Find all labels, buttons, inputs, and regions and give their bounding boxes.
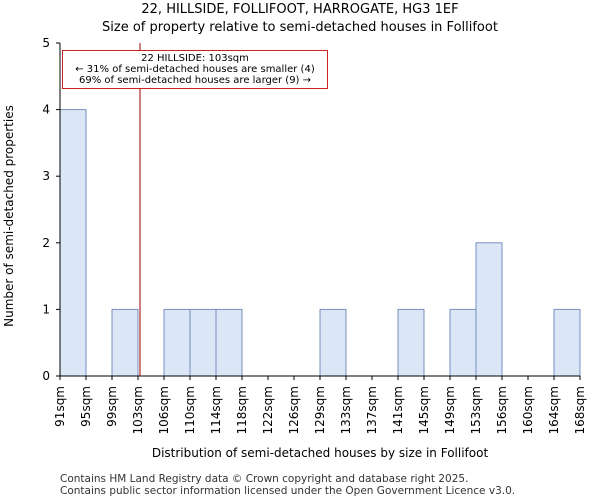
bar-164sqm <box>553 308 581 377</box>
bar-91sqm <box>59 109 87 377</box>
x-tick-label: 95sqm <box>79 386 93 427</box>
x-tick-label: 156sqm <box>495 386 509 434</box>
x-tick-label: 99sqm <box>105 386 119 427</box>
chart-subtitle: Size of property relative to semi-detach… <box>102 20 498 35</box>
bar-149sqm <box>449 308 477 377</box>
x-tick-label: 168sqm <box>573 386 587 434</box>
x-tick-label: 106sqm <box>157 386 171 434</box>
y-tick-label: 4 <box>42 103 50 117</box>
x-tick-label: 129sqm <box>313 386 327 434</box>
annotation-line-1: 22 HILLSIDE: 103sqm <box>141 53 249 64</box>
x-tick-label: 103sqm <box>131 386 145 434</box>
x-axis-label: Distribution of semi-detached houses by … <box>152 446 489 460</box>
x-tick-label: 110sqm <box>183 386 197 434</box>
chart-title: 22, HILLSIDE, FOLLIFOOT, HARROGATE, HG3 … <box>141 2 459 17</box>
bar-114sqm <box>215 308 243 377</box>
x-tick-label: 149sqm <box>443 386 457 434</box>
y-tick-label: 1 <box>42 302 50 316</box>
bar-110sqm <box>189 308 217 377</box>
bar-99sqm <box>111 308 139 377</box>
x-tick-label: 122sqm <box>261 386 275 434</box>
footer-copyright: Contains HM Land Registry data © Crown c… <box>60 473 469 485</box>
x-tick-label: 118sqm <box>235 386 249 434</box>
x-tick-label: 153sqm <box>469 386 483 434</box>
y-tick-label: 2 <box>42 236 50 250</box>
x-tick-label: 164sqm <box>547 386 561 434</box>
bar-153sqm <box>475 242 503 377</box>
x-tick-label: 91sqm <box>53 386 67 427</box>
bar-106sqm <box>163 308 191 377</box>
y-tick-label: 3 <box>42 169 50 183</box>
annotation-line-3: 69% of semi-detached houses are larger (… <box>78 75 312 86</box>
y-axis-label: Number of semi-detached properties <box>2 105 16 327</box>
annotation-box: 22 HILLSIDE: 103sqm ← 31% of semi-detach… <box>62 50 328 89</box>
y-tick-label: 0 <box>42 369 50 383</box>
y-tick-label: 5 <box>42 36 50 50</box>
annotation-line-2: ← 31% of semi-detached houses are smalle… <box>75 64 315 75</box>
x-tick-label: 126sqm <box>287 386 301 434</box>
x-tick-label: 137sqm <box>365 386 379 434</box>
x-tick-label: 141sqm <box>391 386 405 434</box>
x-tick-label: 133sqm <box>339 386 353 434</box>
histogram-chart: 0 1 2 3 4 5 91sqm 95sqm 99sqm 103sqm 106sqm 110sqm 1… <box>2 36 587 460</box>
bar-141sqm <box>397 308 425 377</box>
x-tick-label: 160sqm <box>521 386 535 434</box>
footer-licence: Contains public sector information licen… <box>60 485 516 497</box>
x-tick-label: 114sqm <box>209 386 223 434</box>
bar-129sqm <box>319 308 347 377</box>
x-tick-label: 145sqm <box>417 386 431 434</box>
